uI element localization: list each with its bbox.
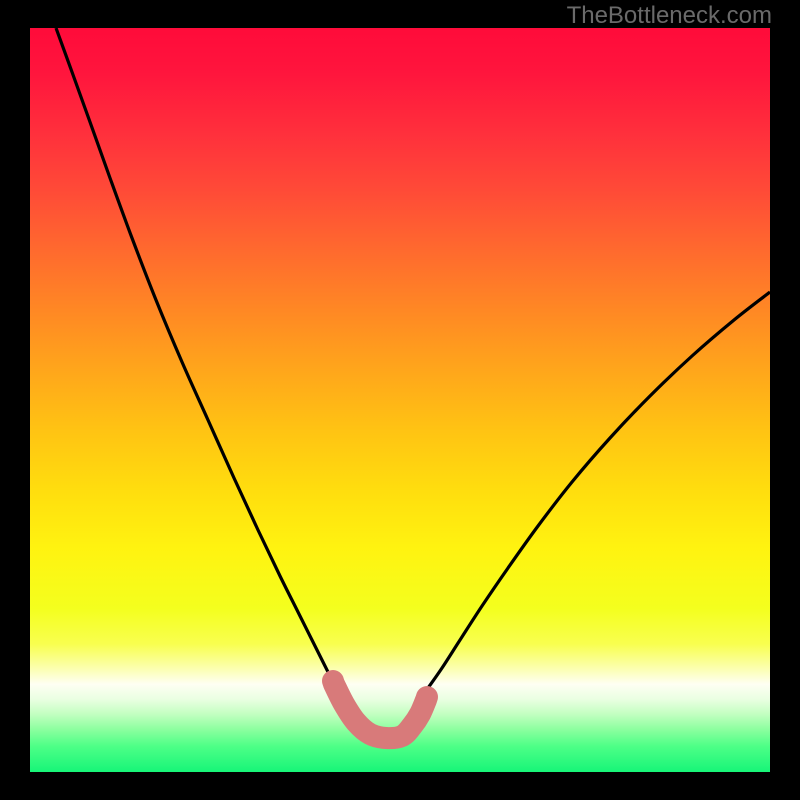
watermark-text: TheBottleneck.com [567,2,772,30]
gradient-background [30,28,770,772]
chart-svg [0,0,800,800]
valley-dot-right [416,686,438,708]
valley-dot-left [322,670,344,692]
